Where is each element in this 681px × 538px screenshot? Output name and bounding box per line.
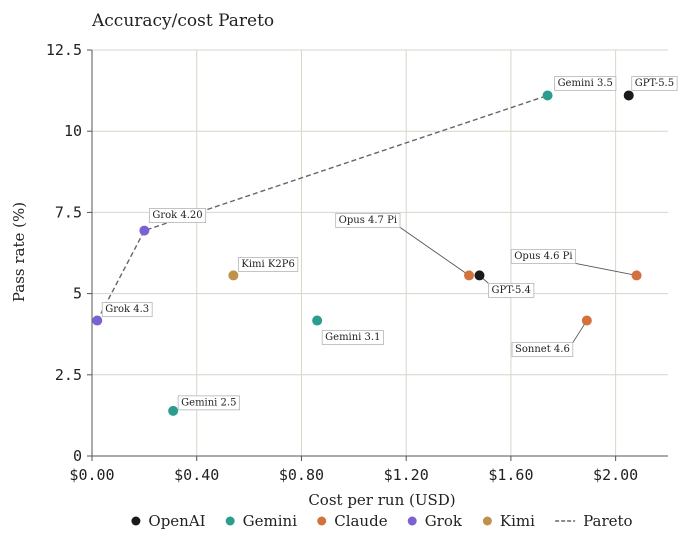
legend-label: Claude — [334, 512, 387, 530]
legend-label: Kimi — [500, 512, 535, 530]
point-label-box: Gemini 2.5 — [177, 395, 240, 411]
legend-item-pareto: Pareto — [555, 512, 633, 530]
point-grok-4-3 — [92, 315, 103, 326]
x-tick-label: $1.20 — [384, 466, 429, 484]
point-label: Opus 4.7 Pi — [339, 215, 397, 226]
label-box-bg — [631, 76, 678, 91]
legend-marker — [317, 516, 327, 526]
point-label: Grok 4.3 — [105, 304, 149, 315]
legend-label: Gemini — [243, 512, 298, 530]
label-box-bg — [321, 330, 384, 345]
x-tick-label: $0.00 — [69, 466, 114, 484]
pareto-line — [96, 94, 548, 321]
point-kimi-k2p6 — [228, 270, 239, 281]
leader-line — [399, 227, 470, 276]
x-tick-label: $1.60 — [488, 466, 533, 484]
legend-marker — [225, 516, 235, 526]
pareto-line-group — [96, 94, 548, 321]
y-axis-label: Pass rate (%) — [10, 202, 28, 302]
chart-title: Accuracy/cost Pareto — [91, 11, 274, 31]
point-label-box: Opus 4.7 Pi — [335, 213, 401, 228]
point-sonnet-4-6 — [581, 315, 592, 326]
legend-label: OpenAI — [148, 512, 205, 530]
point-label-box: Gemini 3.5 — [554, 76, 617, 91]
y-tick-label: 12.5 — [46, 41, 82, 59]
point-label-box: Sonnet 4.6 — [511, 342, 574, 357]
point-label: Kimi K2P6 — [241, 259, 294, 270]
leader-line — [575, 262, 637, 276]
y-tick-label: 0 — [73, 447, 82, 465]
legend-label: Grok — [425, 512, 463, 530]
label-box-bg — [488, 283, 535, 298]
x-axis-label: Cost per run (USD) — [308, 491, 455, 509]
label-box-bg — [101, 302, 153, 317]
point-label: GPT-5.5 — [635, 78, 674, 89]
point-gpt-5-5 — [623, 90, 634, 101]
label-box-bg — [554, 76, 617, 91]
legend: OpenAI Gemini Claude Grok Kimi Pareto — [131, 512, 633, 530]
legend-item-grok: Grok — [407, 512, 463, 530]
x-tick-label: $2.00 — [593, 466, 638, 484]
point-label: Grok 4.20 — [152, 210, 202, 221]
legend-label: Pareto — [583, 512, 632, 530]
label-box-bg — [148, 208, 207, 223]
point-label: GPT-5.4 — [491, 285, 530, 296]
point-gemini-3-1 — [312, 315, 323, 326]
point-opus-4-7-pi — [464, 270, 475, 281]
y-tick-label: 2.5 — [55, 366, 82, 384]
label-box-bg — [177, 395, 240, 411]
point-label-box: GPT-5.5 — [631, 76, 678, 91]
label-box-bg — [511, 342, 574, 357]
point-label: Sonnet 4.6 — [515, 344, 570, 355]
label-box-bg — [510, 249, 576, 264]
point-label: Opus 4.6 Pi — [514, 251, 572, 262]
point-gemini-3-5 — [542, 90, 553, 101]
label-box-bg — [237, 257, 299, 272]
label-box-bg — [335, 213, 401, 228]
point-label: Gemini 3.5 — [558, 78, 613, 89]
axes: $0.00 $0.40 $0.80 $1.20 $1.60 $2.00 0 2.5 5 7.5 10… — [46, 41, 668, 484]
point-gemini-2-5 — [168, 405, 179, 416]
point-label-box: Grok 4.3 — [101, 302, 153, 317]
point-label-box: GPT-5.4 — [488, 283, 535, 298]
legend-item-kimi: Kimi — [482, 512, 535, 530]
legend-marker — [482, 516, 492, 526]
legend-item-gemini: Gemini — [225, 512, 298, 530]
legend-item-openai: OpenAI — [131, 512, 206, 530]
x-tick-label: $0.40 — [174, 466, 219, 484]
point-grok-4-20 — [139, 225, 150, 236]
point-label-box: Gemini 3.1 — [321, 330, 384, 345]
x-tick-label: $0.80 — [279, 466, 324, 484]
point-opus-4-6-pi — [631, 270, 642, 281]
y-tick-label: 10 — [64, 122, 82, 140]
legend-item-claude: Claude — [317, 512, 388, 530]
point-label: Gemini 2.5 — [181, 397, 236, 408]
data-points — [92, 90, 642, 416]
point-label-box: Kimi K2P6 — [237, 257, 299, 272]
point-label-box: Opus 4.6 Pi — [510, 249, 576, 264]
y-tick-label: 7.5 — [55, 203, 82, 221]
point-label-box: Grok 4.20 — [148, 208, 207, 223]
grid — [91, 49, 668, 457]
legend-marker — [407, 516, 417, 526]
legend-marker — [131, 516, 141, 526]
point-labels: GPT-5.5 GPT-5.4 Gemini 3.5 Gemini 3.1 Gemini… — [101, 76, 678, 411]
point-gpt-5-4 — [474, 270, 485, 281]
point-label: Gemini 3.1 — [325, 332, 380, 343]
y-tick-label: 5 — [73, 285, 82, 303]
